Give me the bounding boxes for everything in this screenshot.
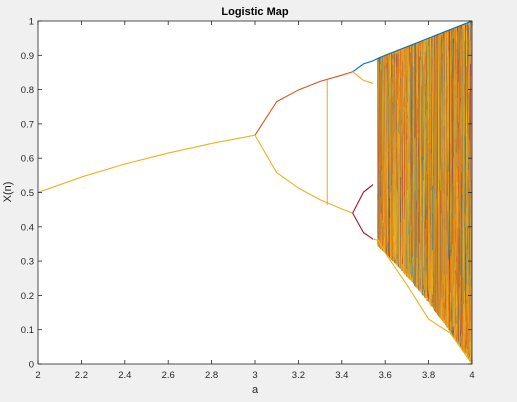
chaos-region (377, 21, 472, 364)
data-layer (38, 21, 472, 364)
